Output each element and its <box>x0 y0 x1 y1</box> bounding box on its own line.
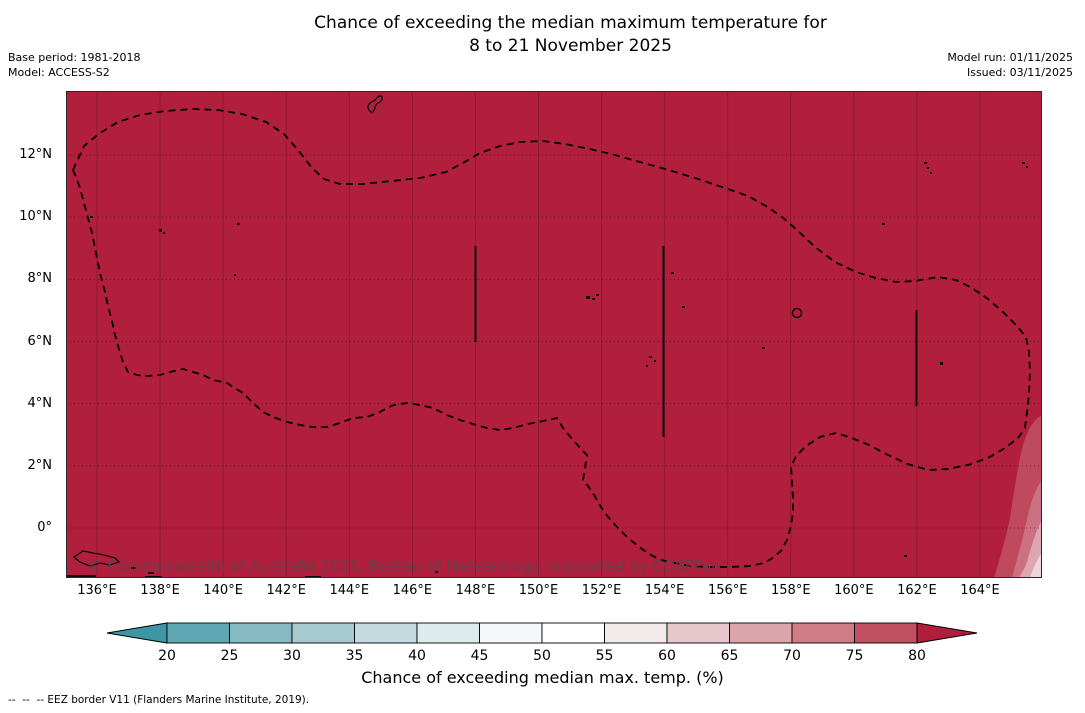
x-tick-label: 136°E <box>77 583 117 598</box>
colorbar-segment <box>166 622 230 644</box>
colorbar-tick-label: 75 <box>845 648 864 664</box>
y-tick-label: 12°N <box>19 147 52 162</box>
colorbar-tick-label: 45 <box>470 648 489 664</box>
colorbar-tick-label: 20 <box>158 648 176 664</box>
colorbar-segment <box>729 622 793 644</box>
x-tick-label: 150°E <box>518 583 559 598</box>
model-run-label: Model run: 01/11/2025 <box>947 51 1073 64</box>
x-tick-label: 144°E <box>329 583 370 598</box>
guam-outline <box>367 95 383 114</box>
plot-frame <box>66 91 1042 578</box>
run-info: Model run: 01/11/2025 Issued: 03/11/2025 <box>947 50 1073 80</box>
colorbar-tick-label: 55 <box>595 648 614 664</box>
x-tick-label: 148°E <box>455 583 496 598</box>
colorbar-segment <box>604 622 668 644</box>
colorbar-segment <box>541 622 605 644</box>
colorbar-svg <box>106 622 978 644</box>
y-axis: 12°N 10°N 8°N 6°N 4°N 2°N 0° <box>0 91 58 578</box>
map-svg: © Commonwealth of Australia 2025, Bureau… <box>66 91 1042 578</box>
probability-bands <box>994 415 1042 578</box>
model-label: Model: ACCESS-S2 <box>8 66 110 79</box>
x-tick-label: 140°E <box>203 583 243 598</box>
x-tick-label: 142°E <box>266 583 306 598</box>
atoll-ring <box>791 307 803 319</box>
colorbar-ticks: 20 25 30 35 40 45 50 55 60 65 70 75 80 <box>100 648 984 664</box>
x-tick-label: 154°E <box>644 583 685 598</box>
x-axis: 136°E 138°E 140°E 142°E 144°E 146°E 148°E 150°E… <box>66 583 1042 601</box>
y-tick-label: 10°N <box>19 209 52 225</box>
title-line-1: Chance of exceeding the median maximum t… <box>314 13 827 33</box>
eez-meridian-segments <box>474 246 918 437</box>
colorbar-segment <box>229 622 293 644</box>
y-tick-label: 0° <box>37 520 52 536</box>
y-tick-label: 8°N <box>27 271 53 287</box>
colorbar-segment <box>854 622 918 644</box>
colorbar-tick-label: 25 <box>220 648 239 664</box>
colorbar-segment <box>791 622 855 644</box>
colorbar-segment <box>416 622 480 644</box>
eez-border-dashed <box>72 108 1031 568</box>
colorbar-tick-label: 35 <box>345 648 364 664</box>
x-tick-label: 156°E <box>707 583 748 598</box>
y-tick-label: 6°N <box>27 333 53 349</box>
colorbar-segment <box>479 622 543 644</box>
colorbar-tick-label: 50 <box>533 648 551 664</box>
page-title: Chance of exceeding the median maximum t… <box>28 12 1085 58</box>
base-period-label: Base period: 1981-2018 <box>8 51 141 64</box>
x-tick-label: 138°E <box>140 583 180 598</box>
x-tick-label: 158°E <box>771 583 811 598</box>
x-tick-label: 160°E <box>834 583 874 598</box>
graticule <box>66 91 1042 578</box>
colorbar-tick-label: 80 <box>908 648 926 664</box>
issued-label: Issued: 03/11/2025 <box>966 66 1073 79</box>
colorbar <box>100 620 984 647</box>
colorbar-segment <box>354 622 418 644</box>
eez-source-note: -- -- -- EEZ border V11 (Flanders Marine… <box>8 694 310 706</box>
model-info: Base period: 1981-2018 Model: ACCESS-S2 <box>8 50 140 80</box>
island-marks <box>66 162 1028 578</box>
manus-island-outline <box>72 550 121 567</box>
copyright-watermark: © Commonwealth of Australia 2025, Bureau… <box>88 557 720 575</box>
colorbar-tick-label: 65 <box>720 648 739 664</box>
y-tick-label: 4°N <box>27 395 53 411</box>
x-tick-label: 162°E <box>897 583 937 598</box>
map-plot: © Commonwealth of Australia 2025, Bureau… <box>66 91 1042 578</box>
x-tick-label: 152°E <box>581 583 622 598</box>
colorbar-segment <box>666 622 730 644</box>
colorbar-tick-label: 40 <box>408 648 426 664</box>
x-tick-label: 146°E <box>392 583 433 598</box>
colorbar-label: Chance of exceeding median max. temp. (%… <box>361 668 724 687</box>
colorbar-tick-label: 60 <box>658 648 676 664</box>
x-tick-label: 164°E <box>960 583 1000 598</box>
colorbar-tick-label: 70 <box>783 648 801 664</box>
colorbar-tick-label: 30 <box>283 648 301 664</box>
colorbar-segment <box>291 622 355 644</box>
y-tick-label: 2°N <box>27 457 53 473</box>
title-line-2: 8 to 21 November 2025 <box>469 36 672 56</box>
